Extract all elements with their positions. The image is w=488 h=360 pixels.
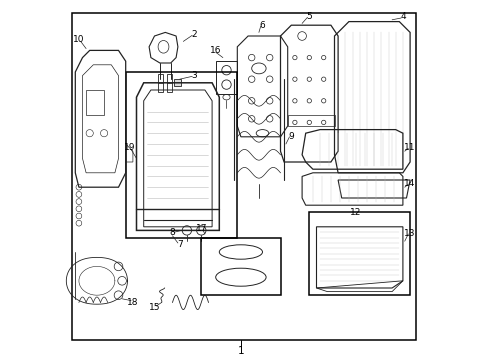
Text: 19: 19 [123, 143, 135, 152]
Text: 6: 6 [259, 21, 265, 30]
Bar [309, 212, 409, 295]
Bar [167, 74, 172, 92]
Text: 5: 5 [306, 12, 311, 21]
Text: 4: 4 [399, 12, 405, 21]
Bar [158, 74, 163, 92]
Text: 3: 3 [191, 71, 197, 80]
Text: 8: 8 [169, 228, 175, 237]
Text: 15: 15 [148, 303, 160, 312]
Text: 1: 1 [237, 346, 244, 356]
Text: 16: 16 [209, 46, 221, 55]
Text: 13: 13 [404, 230, 415, 238]
Bar [201, 238, 280, 295]
Bar [125, 72, 237, 238]
Text: 12: 12 [350, 208, 361, 217]
Text: 17: 17 [195, 224, 206, 233]
Text: 2: 2 [191, 30, 197, 39]
Bar [287, 115, 334, 126]
Text: 10: 10 [73, 35, 84, 44]
Text: 11: 11 [404, 143, 415, 152]
Bar [174, 79, 181, 86]
Text: 14: 14 [404, 179, 415, 188]
Text: 7: 7 [177, 240, 182, 249]
Bar [86, 90, 104, 115]
Text: 9: 9 [288, 132, 294, 141]
Text: 18: 18 [127, 298, 139, 307]
